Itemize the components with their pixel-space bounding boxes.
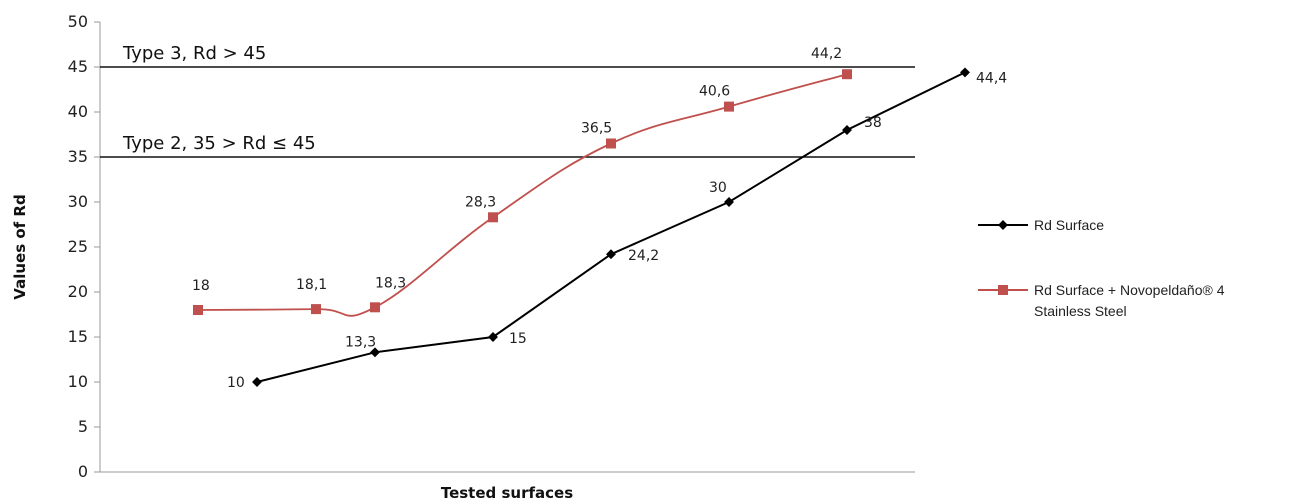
legend-label: Rd Surface + Novopeldaño® 4 xyxy=(1034,282,1225,298)
data-point-square xyxy=(606,138,616,149)
data-label: 38 xyxy=(864,115,882,131)
data-label: 36,5 xyxy=(581,121,612,137)
y-axis-ticks: 0 5 10 15 20 25 30 35 40 45 50 xyxy=(68,12,100,481)
data-label: 18,1 xyxy=(296,277,327,293)
data-labels: 18 18,1 18,3 28,3 36,5 40,6 44,2 10 13,3 15 24,2 30… xyxy=(192,46,1007,391)
y-tick-label: 35 xyxy=(68,147,88,166)
y-tick-label: 10 xyxy=(68,372,88,391)
data-label: 28,3 xyxy=(465,194,496,210)
legend: Rd Surface Rd Surface + Novopeldaño® 4 Sta… xyxy=(978,217,1225,319)
data-label: 18 xyxy=(192,278,210,294)
data-point-square xyxy=(311,304,321,315)
data-point-square xyxy=(488,212,498,223)
legend-label: Stainless Steel xyxy=(1034,303,1127,319)
data-point-square xyxy=(370,302,380,313)
y-tick-label: 30 xyxy=(68,192,88,211)
y-tick-label: 40 xyxy=(68,102,88,121)
legend-marker-square xyxy=(998,285,1008,295)
data-label: 18,3 xyxy=(375,275,406,291)
data-point-square xyxy=(724,101,734,112)
reference-lines: Type 3, Rd > 45 Type 2, 35 > Rd ≤ 45 xyxy=(100,43,915,158)
reference-line-label: Type 3, Rd > 45 xyxy=(122,43,266,64)
data-label: 30 xyxy=(709,180,727,196)
data-label: 40,6 xyxy=(699,84,730,100)
y-tick-label: 0 xyxy=(78,462,88,481)
data-point-diamond xyxy=(370,347,380,358)
y-tick-label: 20 xyxy=(68,282,88,301)
data-label: 44,2 xyxy=(811,46,842,62)
y-axis-title: Values of Rd xyxy=(11,194,29,299)
reference-line-label: Type 2, 35 > Rd ≤ 45 xyxy=(122,133,316,154)
y-tick-label: 45 xyxy=(68,57,88,76)
data-label: 15 xyxy=(509,331,527,347)
legend-marker-diamond xyxy=(998,220,1008,230)
data-point-diamond xyxy=(724,197,734,207)
data-label: 13,3 xyxy=(345,334,376,350)
y-tick-label: 50 xyxy=(68,12,88,31)
legend-label: Rd Surface xyxy=(1034,217,1104,233)
x-axis-title: Tested surfaces xyxy=(441,484,573,502)
y-tick-label: 5 xyxy=(78,417,88,436)
y-tick-label: 25 xyxy=(68,237,88,256)
series-layer xyxy=(193,67,970,387)
data-point-square xyxy=(193,305,203,315)
data-point-diamond xyxy=(606,249,616,260)
y-tick-label: 15 xyxy=(68,327,88,346)
data-point-diamond xyxy=(488,332,498,342)
data-point-diamond xyxy=(252,377,262,387)
data-point-square xyxy=(842,69,852,80)
data-point-diamond xyxy=(960,67,970,78)
data-label: 10 xyxy=(227,375,245,391)
data-point-diamond xyxy=(842,125,852,135)
data-label: 24,2 xyxy=(628,248,659,264)
data-label: 44,4 xyxy=(976,70,1007,86)
